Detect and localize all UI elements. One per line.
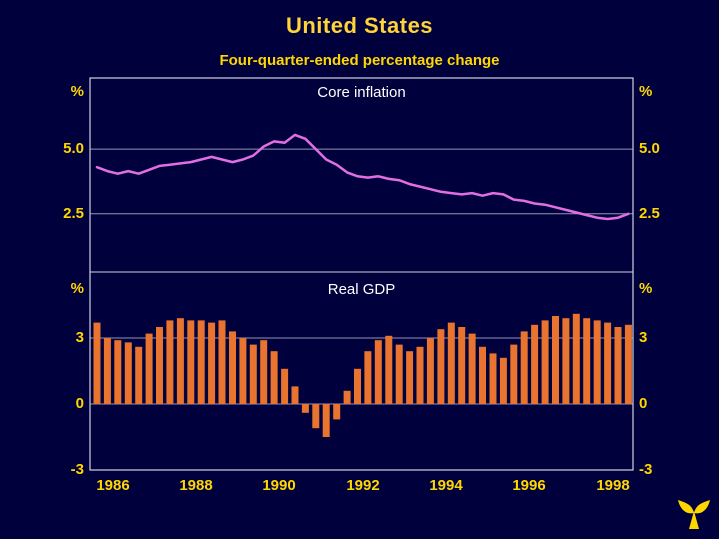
x-tick-label: 1992 — [346, 477, 380, 494]
panel-title-core-inflation: Core inflation — [317, 84, 406, 101]
y-tick-label: 0 — [639, 395, 648, 412]
publisher-logo-icon — [676, 496, 712, 532]
y-tick-label: 0 — [75, 395, 84, 412]
y-tick-label: 2.5 — [63, 205, 84, 222]
x-tick-label: 1996 — [512, 477, 546, 494]
y-tick-label: 3 — [75, 329, 84, 346]
y-tick-label: 2.5 — [639, 205, 660, 222]
panel-title-real-gdp: Real GDP — [327, 281, 396, 298]
unit-label: % — [639, 280, 653, 297]
unit-label: % — [70, 280, 84, 297]
x-tick-label: 1994 — [429, 477, 463, 494]
unit-label: % — [70, 83, 84, 100]
x-tick-label: 1988 — [179, 477, 213, 494]
y-tick-label: 5.0 — [639, 140, 660, 157]
page-subtitle: Four-quarter-ended percentage change — [219, 52, 500, 69]
page-title: United States — [285, 13, 434, 38]
y-tick-label: -3 — [639, 461, 653, 478]
y-tick-label: -3 — [70, 461, 84, 478]
y-tick-label: 5.0 — [63, 140, 84, 157]
x-tick-label: 1986 — [96, 477, 130, 494]
unit-label: % — [639, 83, 653, 100]
y-tick-label: 3 — [639, 329, 648, 346]
x-tick-label: 1998 — [596, 477, 630, 494]
x-tick-label: 1990 — [262, 477, 296, 494]
